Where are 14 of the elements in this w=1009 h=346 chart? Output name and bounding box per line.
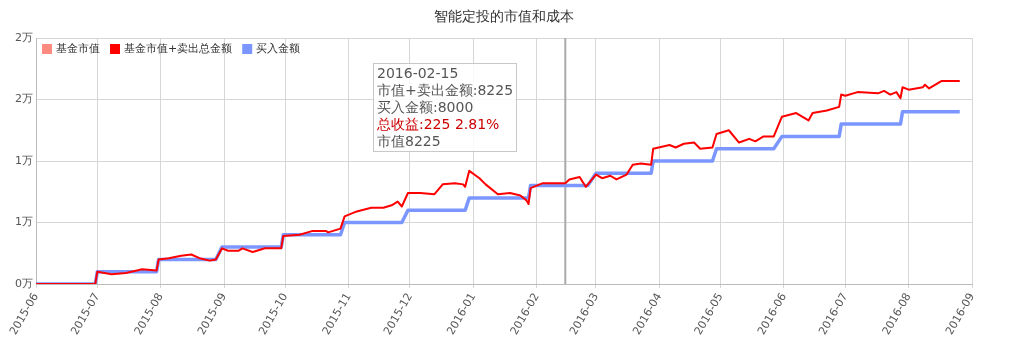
legend-label: 基金市值 <box>56 41 100 55</box>
annotation: 总收益:225 2.81% <box>377 116 501 133</box>
y-tick-label: 2万 <box>15 92 33 106</box>
y-tick-label: 0万 <box>15 276 33 290</box>
y-tick-label: 2万 <box>15 30 33 44</box>
annotation: 市值+卖出金额:8225 <box>377 82 514 99</box>
legend-label: 买入金额 <box>256 41 301 55</box>
annotation: 市值8225 <box>377 133 442 150</box>
annotation: 2016-02-15 <box>377 65 460 82</box>
annotation: 买入金额:8000 <box>377 99 475 116</box>
legend-label: 基金市值+卖出总金额 <box>124 41 233 55</box>
y-tick-label: 1万 <box>15 215 33 229</box>
y-tick-label: 1万 <box>15 153 33 167</box>
chart-title: 智能定投的市值和成本 <box>434 7 574 24</box>
